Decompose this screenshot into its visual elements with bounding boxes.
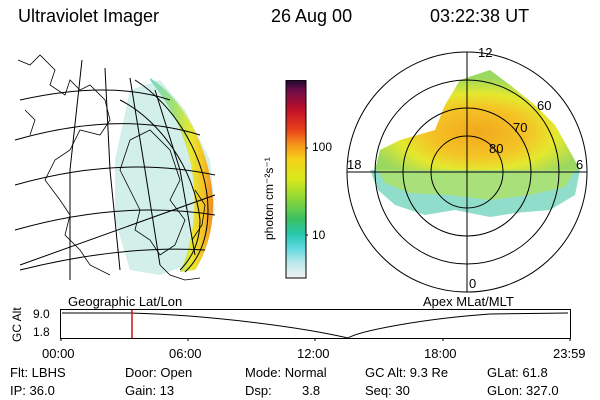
geo-grid	[14, 59, 216, 280]
altitude-trace	[62, 312, 569, 339]
status-filter: Flt: LBHS	[10, 365, 66, 380]
time-tick-0000: 00:00	[42, 346, 75, 361]
polar-mlat-mlt-panel	[346, 51, 588, 293]
status-door: Door: Open	[125, 365, 193, 380]
polar-grid	[346, 51, 588, 293]
header-time: 03:22:38 UT	[430, 6, 530, 26]
status-dsp-label: Dsp:	[245, 383, 272, 398]
colorbar-unit-label: photon cm⁻²s⁻¹	[262, 157, 276, 240]
status-mode: Mode: Normal	[245, 365, 327, 380]
timeline-y-axis-label: GC Alt	[10, 307, 24, 342]
status-glat: GLat: 61.8	[487, 365, 548, 380]
altitude-timeline	[60, 309, 571, 341]
mlt-label-12: 12	[478, 45, 493, 60]
colorbar-tick-10: 10	[312, 228, 326, 242]
geo-panel-label: Geographic Lat/Lon	[68, 294, 183, 309]
mlt-label-18: 18	[347, 157, 362, 172]
polar-emission-dayside	[375, 70, 580, 170]
mlat-label-60: 60	[537, 98, 552, 113]
time-tick-1800: 18:00	[424, 346, 457, 361]
polar-panel-label: Apex MLat/MLT	[423, 294, 514, 309]
time-tick-2359: 23:59	[553, 346, 586, 361]
geo-coastlines	[17, 54, 206, 281]
status-ip: IP: 36.0	[10, 383, 55, 398]
status-gain: Gain: 13	[125, 383, 175, 398]
time-tick-1200: 12:00	[297, 346, 330, 361]
status-gc-alt: GC Alt: 9.3 Re	[365, 365, 449, 380]
app-title: Ultraviolet Imager	[18, 6, 160, 26]
mlt-label-6: 6	[576, 157, 584, 172]
timeline-y-tick-1-8: 1.8	[33, 325, 50, 339]
geographic-image-panel	[14, 54, 216, 281]
status-seq: Seq: 30	[365, 383, 410, 398]
mlat-label-70: 70	[513, 120, 528, 135]
status-glon: GLon: 327.0	[487, 383, 559, 398]
status-dsp-value: 3.8	[302, 383, 321, 398]
geo-emission-band	[150, 78, 214, 272]
mlt-label-0: 0	[469, 276, 477, 291]
header-date: 26 Aug 00	[271, 6, 353, 26]
time-tick-0600: 06:00	[169, 346, 202, 361]
intensity-colorbar	[285, 80, 308, 279]
mlat-label-80: 80	[489, 141, 504, 156]
timeline-y-tick-9: 9.0	[33, 307, 50, 321]
colorbar-tick-100: 100	[312, 140, 333, 154]
